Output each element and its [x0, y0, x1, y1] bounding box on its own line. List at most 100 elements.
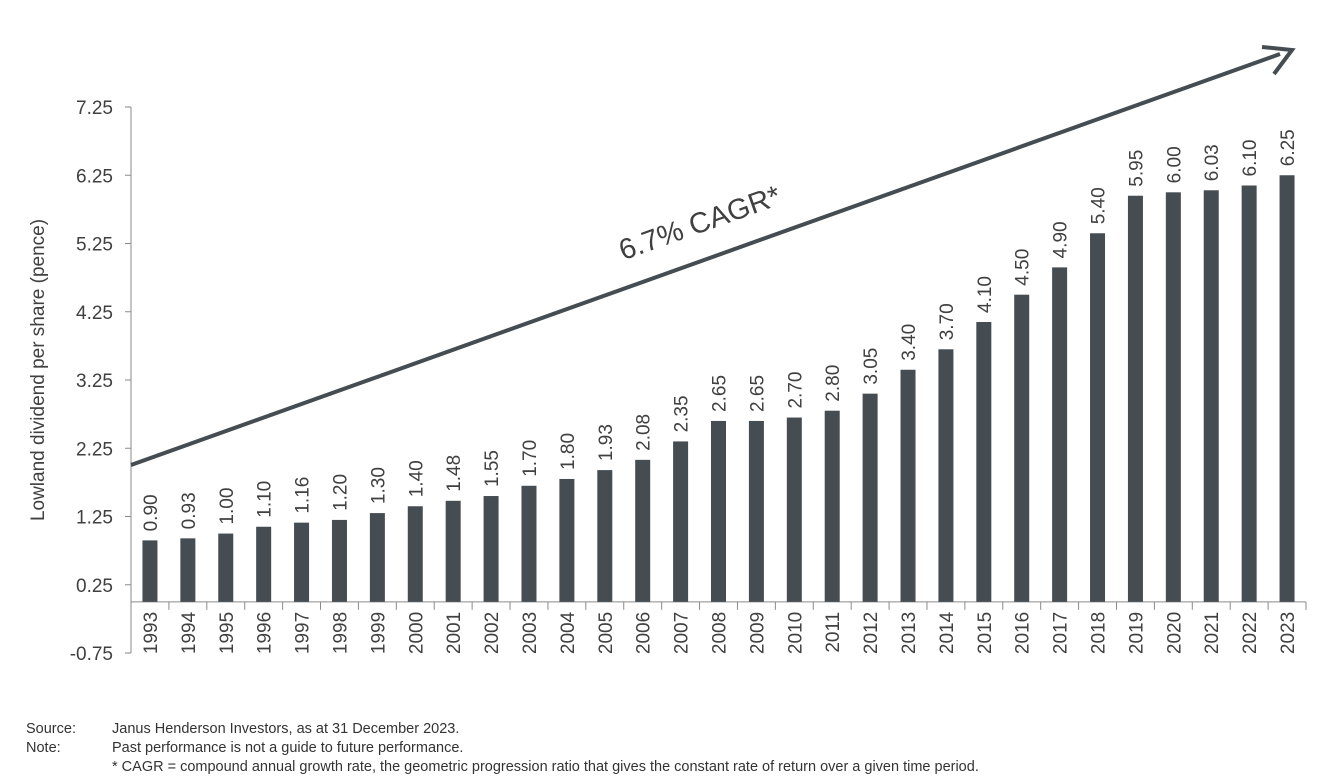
value-label: 1.93 — [596, 424, 617, 461]
value-label: 5.95 — [1126, 150, 1147, 187]
x-tick-label: 1996 — [255, 612, 276, 654]
value-label: 6.03 — [1202, 144, 1223, 181]
value-label: 4.90 — [1051, 221, 1072, 258]
x-tick-label: 1998 — [330, 612, 351, 654]
x-tick-label: 2023 — [1278, 612, 1299, 654]
value-label: 3.05 — [861, 348, 882, 385]
value-label: 6.00 — [1164, 146, 1185, 183]
value-label: 1.16 — [293, 477, 314, 514]
bar-2013 — [900, 369, 916, 602]
bar-1995 — [218, 533, 234, 602]
bar-1994 — [180, 538, 196, 602]
bar-2017 — [1052, 267, 1068, 602]
x-tick-label: 2007 — [672, 612, 693, 654]
x-tick-label: 2016 — [1013, 612, 1034, 654]
value-label: 1.80 — [558, 433, 579, 470]
value-label: 2.65 — [710, 375, 731, 412]
x-tick-labels: 1993 1994 1995 1996 1997 1998 1999 2000 2001 2002… — [141, 611, 1299, 654]
value-label: 1.00 — [217, 488, 238, 525]
x-tick-label: 2009 — [747, 612, 768, 654]
x-tick-label: 2018 — [1089, 612, 1110, 654]
value-label: 2.35 — [672, 395, 693, 432]
bar-2023 — [1279, 175, 1295, 602]
source-text: Janus Henderson Investors, as at 31 Dece… — [112, 721, 460, 737]
y-tick-label: -0.75 — [70, 644, 113, 665]
y-tick-label: 0.25 — [76, 576, 113, 597]
x-tick-label: 2014 — [937, 611, 958, 654]
x-tick-label: 2019 — [1126, 612, 1147, 654]
x-tick-label: 1997 — [293, 612, 314, 654]
y-tick-label: 1.25 — [76, 508, 113, 529]
value-label: 2.65 — [747, 375, 768, 412]
value-label: 1.70 — [520, 440, 541, 477]
x-tick-label: 2013 — [899, 612, 920, 654]
bar-2004 — [559, 478, 575, 602]
x-tick-label: 2004 — [558, 611, 579, 654]
bar-2012 — [862, 393, 878, 602]
x-tick-label: 2021 — [1202, 612, 1223, 654]
value-label: 2.80 — [823, 365, 844, 402]
value-label: 4.50 — [1013, 249, 1034, 286]
bar-2001 — [445, 500, 461, 602]
value-label: 3.40 — [899, 324, 920, 361]
bar-2002 — [483, 496, 499, 602]
y-tick-label: 5.25 — [76, 235, 113, 256]
value-labels: 0.90 0.93 1.00 1.10 1.16 1.20 1.30 1.40 1.48 1.55… — [141, 129, 1299, 531]
axes — [125, 106, 1307, 654]
x-tick-label: 2002 — [482, 612, 503, 654]
bar-1996 — [256, 526, 272, 602]
value-label: 0.90 — [141, 494, 162, 531]
dividend-bar-chart: 0.90 0.93 1.00 1.10 1.16 1.20 1.30 1.40 1.48 1.55… — [28, 45, 1307, 665]
bar-2006 — [635, 459, 651, 602]
value-label: 1.10 — [255, 481, 276, 518]
x-tick-label: 2001 — [444, 612, 465, 654]
x-tick-label: 2012 — [861, 612, 882, 654]
value-label: 1.55 — [482, 450, 503, 487]
trend-line — [130, 52, 1281, 467]
bar-2000 — [407, 506, 423, 602]
bar-2022 — [1241, 185, 1257, 602]
value-label: 5.40 — [1089, 187, 1110, 224]
bar-2019 — [1127, 195, 1143, 602]
x-tick-label: 2008 — [710, 612, 731, 654]
footer-source: Source: Janus Henderson Investors, as at … — [26, 720, 459, 738]
bar-1999 — [369, 513, 385, 602]
footer-cagr-note: * CAGR = compound annual growth rate, th… — [112, 758, 979, 776]
value-label: 1.30 — [368, 467, 389, 504]
x-tick-label: 2006 — [634, 612, 655, 654]
y-tick-label: 4.25 — [76, 303, 113, 324]
x-tick-label: 2022 — [1240, 612, 1261, 654]
y-axis-label: Lowland dividend per share (pence) — [28, 219, 49, 521]
bar-2018 — [1090, 233, 1106, 602]
y-tick-label: 3.25 — [76, 371, 113, 392]
value-label: 0.93 — [179, 492, 200, 529]
x-tick-label: 2010 — [785, 612, 806, 654]
x-tick-label: 1999 — [368, 612, 389, 654]
bar-2015 — [976, 321, 992, 602]
bar-2010 — [786, 417, 802, 602]
value-label: 2.70 — [785, 372, 806, 409]
cagr-note-text: * CAGR = compound annual growth rate, th… — [112, 759, 979, 775]
x-tick-label: 2015 — [975, 612, 996, 654]
value-label: 4.10 — [975, 276, 996, 313]
value-label: 3.70 — [937, 303, 958, 340]
bar-2021 — [1203, 190, 1219, 602]
x-tick-label: 2003 — [520, 612, 541, 654]
bar-2008 — [711, 420, 726, 602]
bar-2020 — [1165, 192, 1181, 602]
bar-1997 — [294, 522, 310, 602]
y-tick-label: 7.25 — [76, 98, 113, 119]
x-tick-label: 1995 — [217, 612, 238, 654]
bar-1998 — [331, 519, 347, 602]
value-label: 1.40 — [406, 460, 427, 497]
arrow-head-icon — [1261, 45, 1296, 76]
y-tick-label: 6.25 — [76, 166, 113, 187]
value-label: 6.25 — [1278, 129, 1299, 166]
x-tick-label: 2005 — [596, 612, 617, 654]
value-label: 2.08 — [634, 414, 655, 451]
note-text: Past performance is not a guide to futur… — [112, 740, 464, 756]
bars — [142, 175, 1295, 602]
cagr-annotation: 6.7% CAGR* — [615, 180, 785, 267]
bar-1993 — [142, 540, 158, 602]
x-tick-label: 2017 — [1051, 612, 1072, 654]
